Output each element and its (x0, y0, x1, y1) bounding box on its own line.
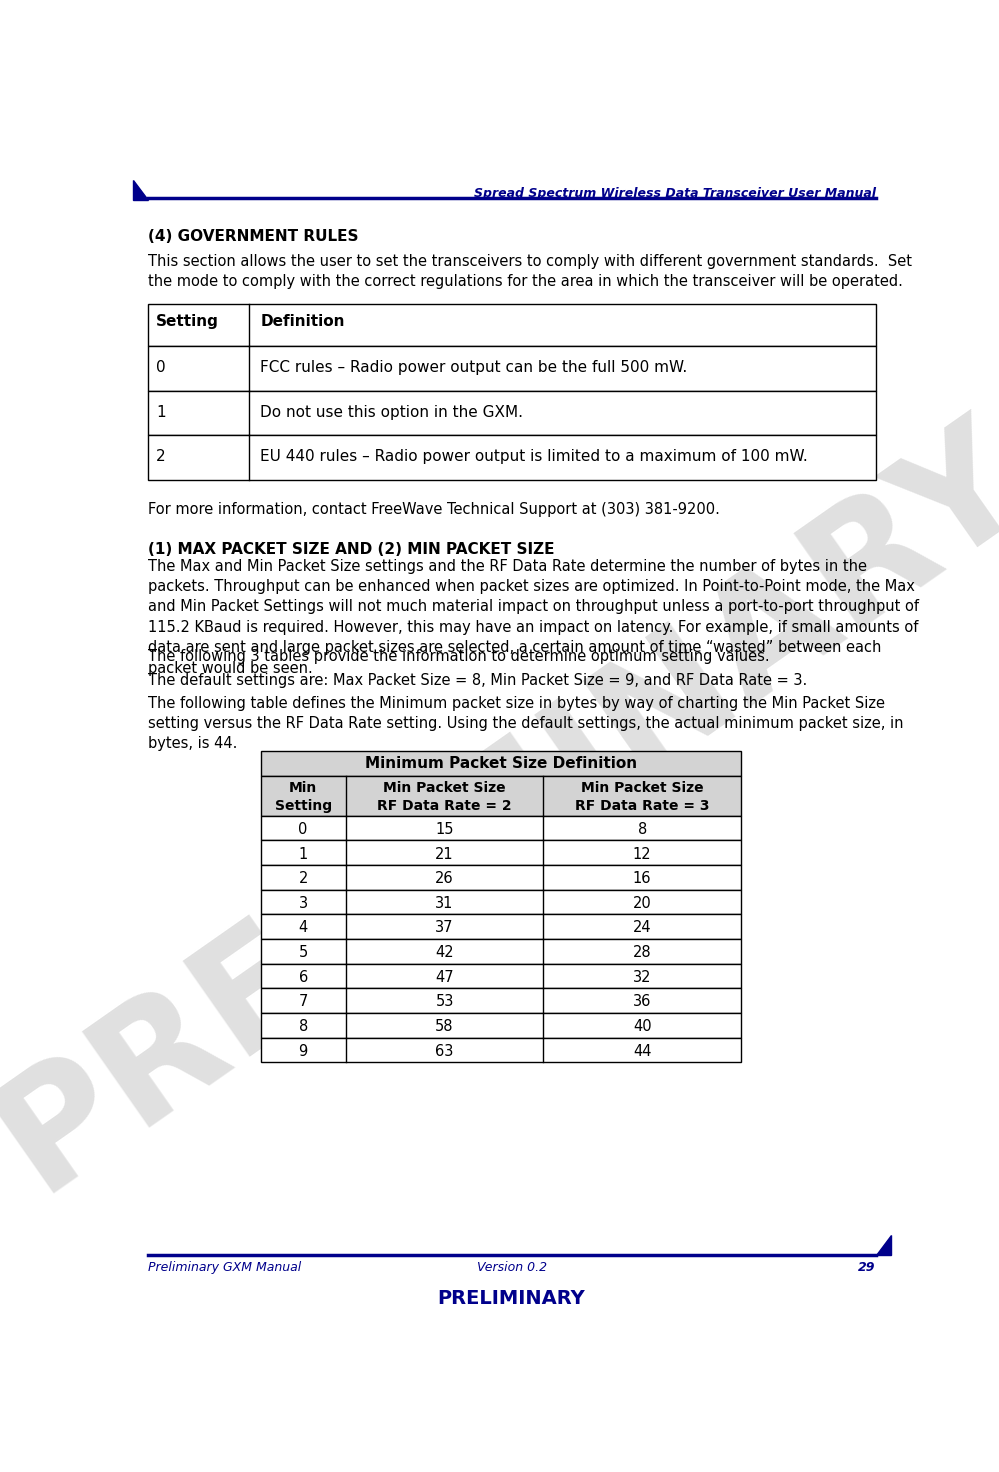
Text: 44: 44 (633, 1044, 651, 1058)
Text: 63: 63 (436, 1044, 454, 1058)
Text: 2: 2 (156, 449, 166, 464)
Text: 15: 15 (436, 821, 454, 838)
Bar (261, 751, 741, 776)
Text: Preliminary GXM Manual: Preliminary GXM Manual (148, 1262, 302, 1273)
Text: Version 0.2: Version 0.2 (477, 1262, 546, 1273)
Text: 21: 21 (436, 846, 454, 861)
Bar (261, 939, 741, 964)
Text: 42: 42 (436, 945, 454, 960)
Text: The Max and Min Packet Size settings and the RF Data Rate determine the number o: The Max and Min Packet Size settings and… (148, 558, 919, 676)
Text: 4: 4 (299, 920, 308, 936)
Text: PRELIMINARY: PRELIMINARY (438, 1289, 585, 1309)
Text: 47: 47 (436, 970, 454, 985)
Text: 40: 40 (633, 1019, 651, 1033)
Text: Spread Spectrum Wireless Data Transceiver User Manual: Spread Spectrum Wireless Data Transceive… (474, 187, 876, 200)
Text: Definition: Definition (261, 315, 345, 330)
Text: 6: 6 (299, 970, 308, 985)
Bar (261, 866, 741, 889)
Text: 16: 16 (633, 871, 651, 886)
Text: 5: 5 (299, 945, 308, 960)
Text: The default settings are: Max Packet Size = 8, Min Packet Size = 9, and RF Data : The default settings are: Max Packet Siz… (148, 673, 807, 687)
Text: 29: 29 (858, 1262, 876, 1273)
Text: Do not use this option in the GXM.: Do not use this option in the GXM. (261, 405, 523, 420)
Bar (148, 390, 876, 436)
Bar (148, 436, 876, 480)
Text: The following table defines the Minimum packet size in bytes by way of charting : The following table defines the Minimum … (148, 696, 904, 751)
Text: Setting: Setting (156, 315, 219, 330)
Bar (261, 1013, 741, 1038)
Text: 9: 9 (299, 1044, 308, 1058)
Text: Min Packet Size
RF Data Rate = 3: Min Packet Size RF Data Rate = 3 (575, 782, 709, 813)
Text: 1: 1 (156, 405, 166, 420)
Text: FCC rules – Radio power output can be the full 500 mW.: FCC rules – Radio power output can be th… (261, 359, 687, 375)
Text: (1) MAX PACKET SIZE AND (2) MIN PACKET SIZE: (1) MAX PACKET SIZE AND (2) MIN PACKET S… (148, 542, 554, 556)
Text: 0: 0 (299, 821, 308, 838)
Text: EU 440 rules – Radio power output is limited to a maximum of 100 mW.: EU 440 rules – Radio power output is lim… (261, 449, 808, 464)
Bar (261, 889, 741, 914)
Text: 7: 7 (299, 995, 308, 1010)
Text: 26: 26 (436, 871, 454, 886)
Polygon shape (876, 1235, 891, 1254)
Text: 32: 32 (633, 970, 651, 985)
Text: (4) GOVERNMENT RULES: (4) GOVERNMENT RULES (148, 230, 359, 244)
Text: 1: 1 (299, 846, 308, 861)
Polygon shape (133, 181, 148, 200)
Bar (148, 346, 876, 390)
Text: 12: 12 (633, 846, 651, 861)
Text: The following 3 tables provide the information to determine optimum setting valu: The following 3 tables provide the infor… (148, 649, 770, 664)
Text: Min Packet Size
RF Data Rate = 2: Min Packet Size RF Data Rate = 2 (378, 782, 511, 813)
Bar (148, 303, 876, 346)
Bar (261, 815, 741, 841)
Text: 3: 3 (299, 896, 308, 911)
Bar (261, 776, 741, 815)
Text: 58: 58 (436, 1019, 454, 1033)
Bar (261, 914, 741, 939)
Bar (261, 988, 741, 1013)
Text: Min
Setting: Min Setting (275, 782, 332, 813)
Bar (261, 964, 741, 988)
Text: Minimum Packet Size Definition: Minimum Packet Size Definition (365, 757, 636, 771)
Text: 53: 53 (436, 995, 454, 1010)
Text: 8: 8 (299, 1019, 308, 1033)
Text: 24: 24 (633, 920, 651, 936)
Text: 0: 0 (156, 359, 166, 375)
Text: 37: 37 (436, 920, 454, 936)
Text: 2: 2 (299, 871, 308, 886)
Bar (261, 841, 741, 866)
Text: For more information, contact FreeWave Technical Support at (303) 381-9200.: For more information, contact FreeWave T… (148, 502, 720, 517)
Text: This section allows the user to set the transceivers to comply with different go: This section allows the user to set the … (148, 253, 912, 289)
Text: 31: 31 (436, 896, 454, 911)
Text: 28: 28 (633, 945, 651, 960)
Text: PRELIMINARY: PRELIMINARY (0, 396, 999, 1220)
Text: 8: 8 (637, 821, 646, 838)
Text: 36: 36 (633, 995, 651, 1010)
Bar (261, 1038, 741, 1063)
Text: 20: 20 (632, 896, 651, 911)
